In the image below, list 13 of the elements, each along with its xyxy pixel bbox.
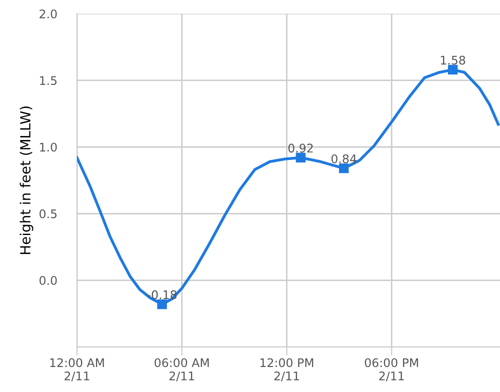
y-tick-label: 1.0: [40, 142, 57, 152]
data-label: 1.58: [440, 56, 466, 65]
y-axis-title: Height in feet (MLLW): [20, 106, 34, 254]
data-label: 0.92: [288, 144, 313, 153]
x-tick-label: 12:00 PM 2/11: [260, 358, 314, 382]
y-tick-label: 1.5: [40, 76, 57, 86]
y-tick-label: 0.5: [40, 209, 57, 218]
y-tick-label: 0.0: [40, 276, 57, 285]
data-label: 0.84: [331, 154, 356, 164]
x-tick-label: 06:00 PM 2/11: [364, 358, 418, 382]
x-tick-label: 06:00 AM 2/11: [154, 358, 209, 382]
x-tick-label: 12:00 AM 2/11: [50, 358, 104, 382]
y-tick-label: 2.0: [40, 9, 57, 18]
